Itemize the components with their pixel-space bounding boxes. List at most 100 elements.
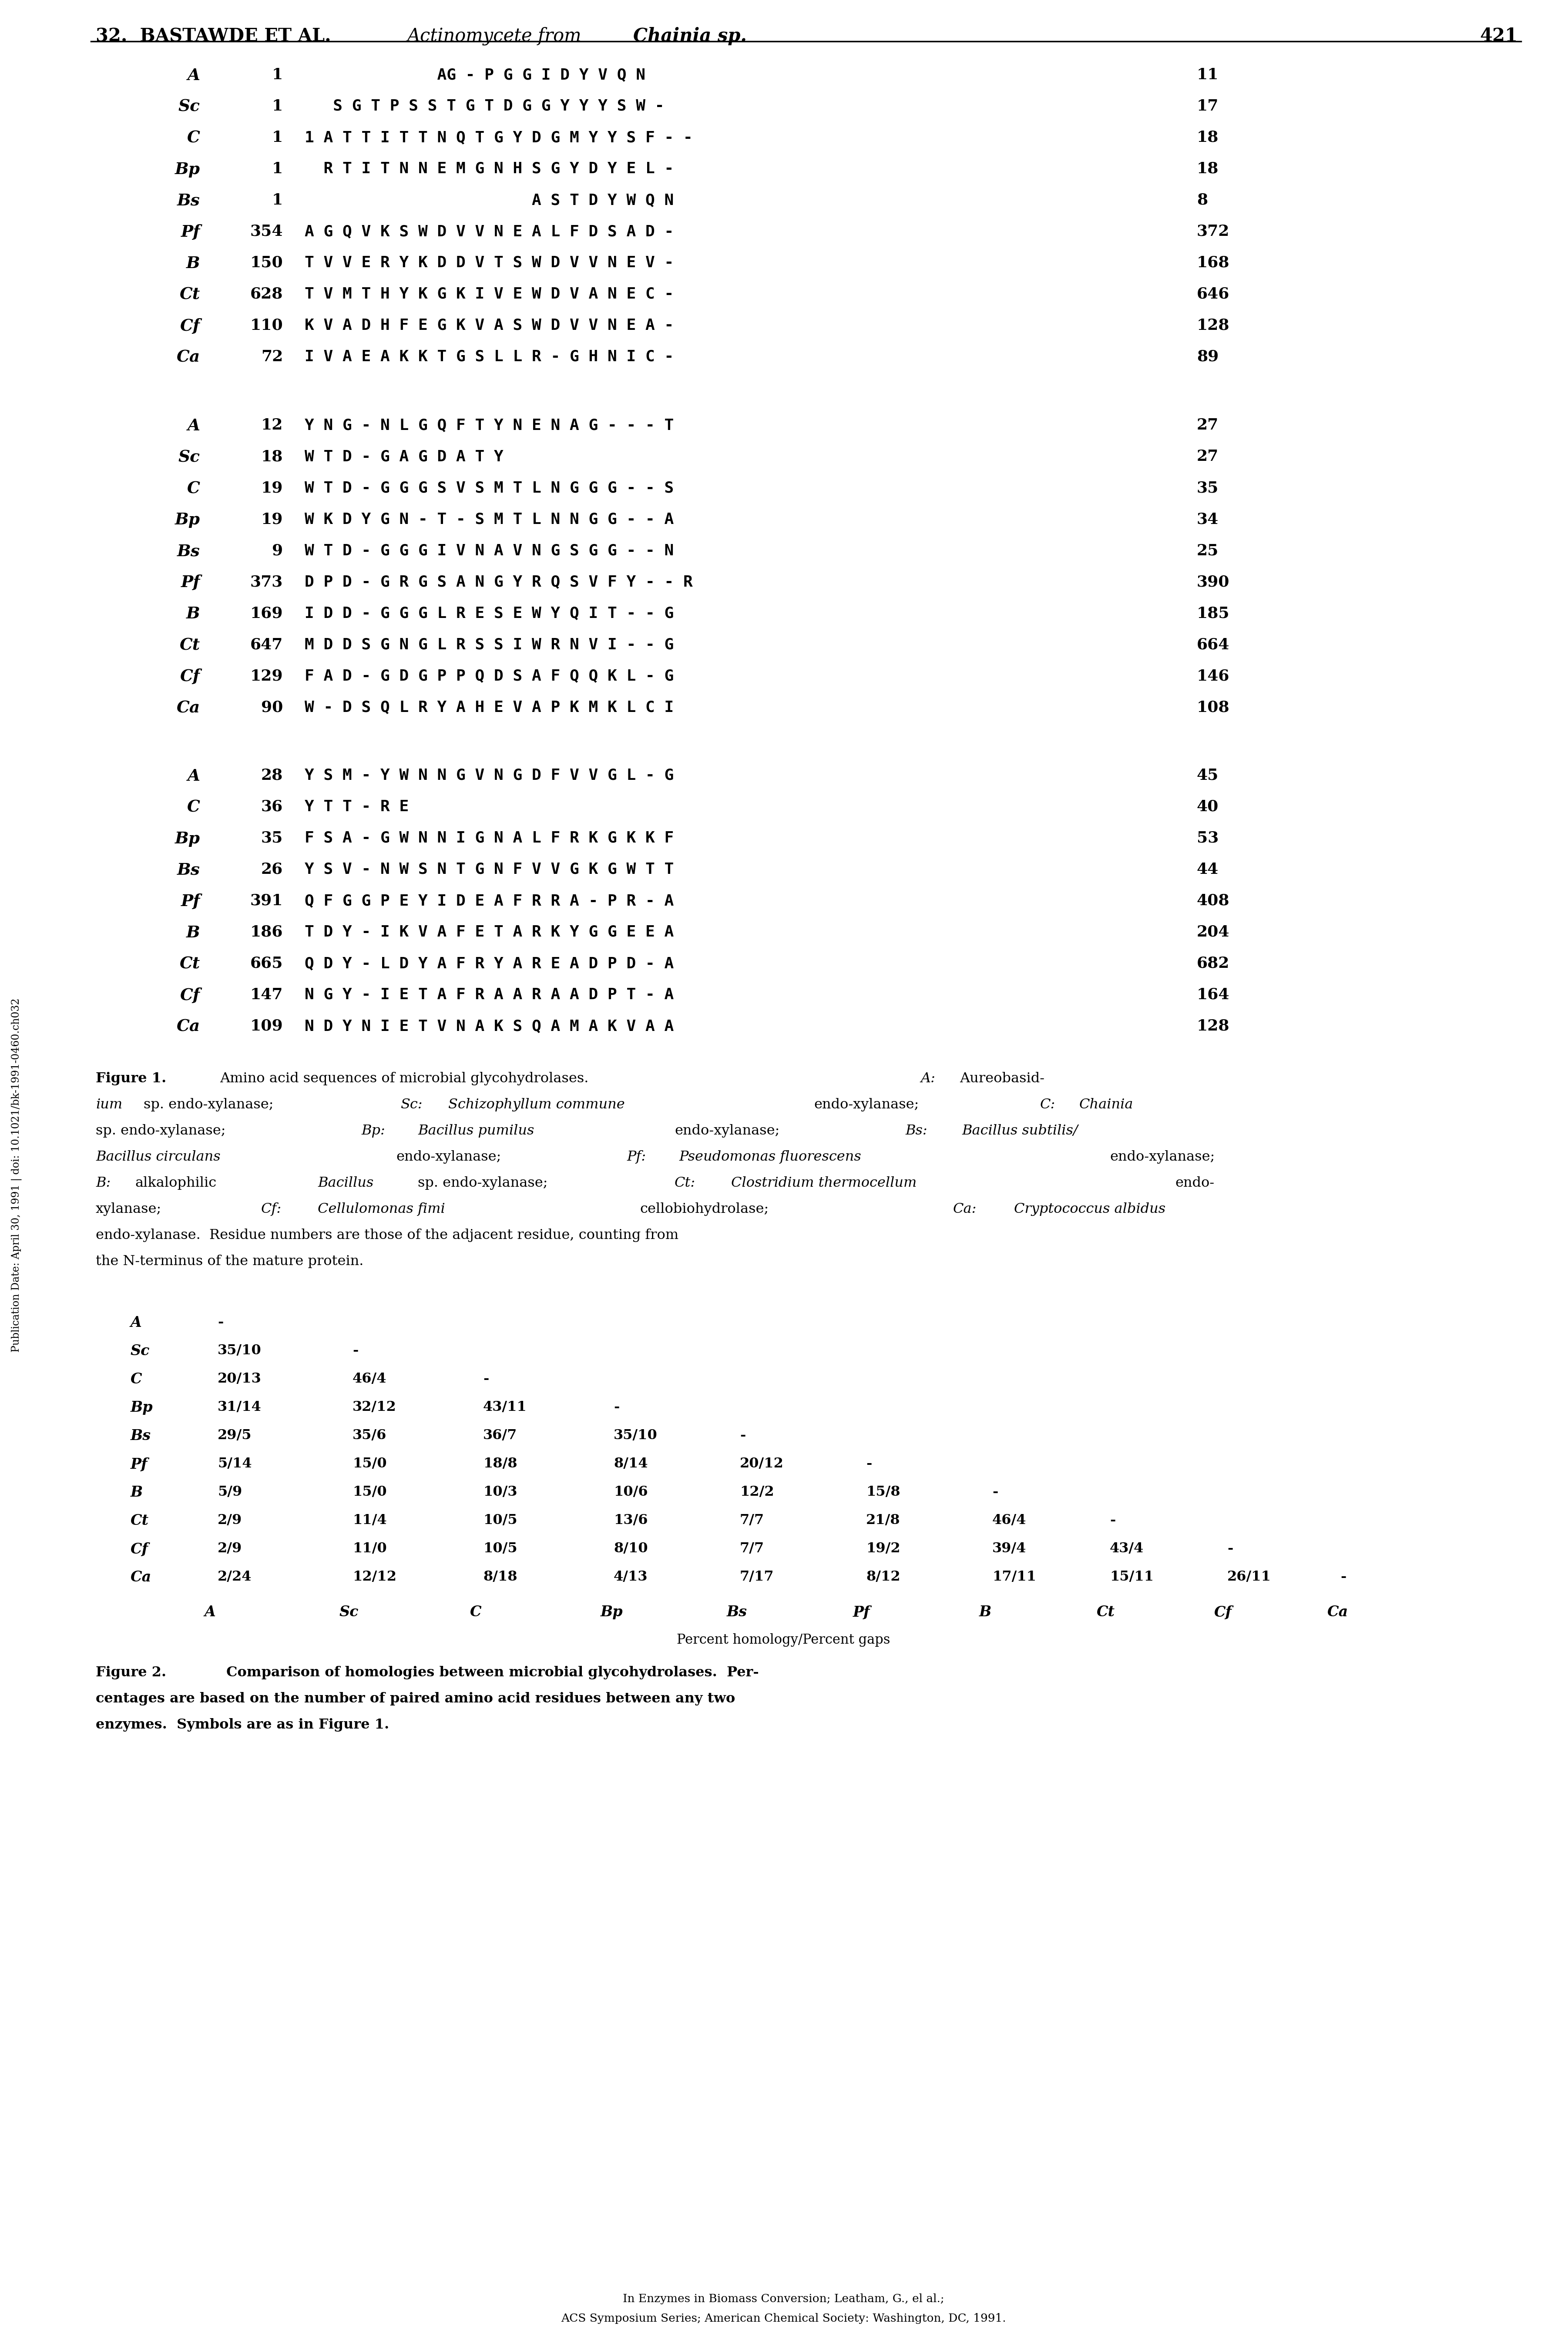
Text: 108: 108 — [1196, 700, 1229, 714]
Text: Bp:: Bp: — [361, 1123, 386, 1137]
Text: 44: 44 — [1196, 862, 1218, 877]
Text: 35/10: 35/10 — [613, 1429, 657, 1443]
Text: Ca: Ca — [1328, 1605, 1348, 1619]
Text: Bacillus pumilus: Bacillus pumilus — [417, 1123, 535, 1137]
Text: 45: 45 — [1196, 768, 1218, 783]
Text: Bp: Bp — [176, 162, 201, 179]
Text: 43/4: 43/4 — [1110, 1542, 1143, 1556]
Text: Cellulomonas fimi: Cellulomonas fimi — [318, 1203, 445, 1215]
Text: Ct:: Ct: — [674, 1177, 696, 1189]
Text: W T D - G G G I V N A V N G S G G - - N: W T D - G G G I V N A V N G S G G - - N — [304, 543, 674, 557]
Text: B: B — [130, 1485, 143, 1499]
Text: W - D S Q L R Y A H E V A P K M K L C I: W - D S Q L R Y A H E V A P K M K L C I — [304, 700, 674, 714]
Text: A: A — [204, 1605, 216, 1619]
Text: 46/4: 46/4 — [353, 1372, 387, 1386]
Text: 128: 128 — [1196, 1020, 1229, 1034]
Text: 8/14: 8/14 — [613, 1457, 648, 1471]
Text: Y S V - N W S N T G N F V V G K G W T T: Y S V - N W S N T G N F V V G K G W T T — [304, 862, 674, 877]
Text: M D D S G N G L R S S I W R N V I - - G: M D D S G N G L R S S I W R N V I - - G — [304, 637, 674, 651]
Text: 27: 27 — [1196, 418, 1218, 432]
Text: Comparison of homologies between microbial glycohydrolases.  Per-: Comparison of homologies between microbi… — [226, 1666, 759, 1680]
Text: A:: A: — [920, 1072, 935, 1086]
Text: Q D Y - L D Y A F R Y A R E A D P D - A: Q D Y - L D Y A F R Y A R E A D P D - A — [304, 956, 674, 971]
Text: the N-terminus of the mature protein.: the N-terminus of the mature protein. — [96, 1255, 364, 1269]
Text: Publication Date: April 30, 1991 | doi: 10.1021/bk-1991-0460.ch032: Publication Date: April 30, 1991 | doi: … — [11, 999, 22, 1351]
Text: 421: 421 — [1480, 26, 1518, 45]
Text: AG - P G G I D Y V Q N: AG - P G G I D Y V Q N — [304, 68, 646, 82]
Text: 10/5: 10/5 — [483, 1542, 517, 1556]
Text: 169: 169 — [249, 606, 282, 620]
Text: 682: 682 — [1196, 956, 1229, 971]
Text: Sc: Sc — [179, 99, 201, 115]
Text: 168: 168 — [1196, 256, 1229, 270]
Text: 20/12: 20/12 — [740, 1457, 784, 1471]
Text: 15/0: 15/0 — [353, 1485, 387, 1499]
Text: T D Y - I K V A F E T A R K Y G G E E A: T D Y - I K V A F E T A R K Y G G E E A — [304, 926, 674, 940]
Text: N G Y - I E T A F R A A R A A D P T - A: N G Y - I E T A F R A A R A A D P T - A — [304, 987, 674, 1001]
Text: Schizophyllum commune: Schizophyllum commune — [448, 1097, 624, 1112]
Text: 36: 36 — [260, 799, 282, 813]
Text: Ca: Ca — [177, 350, 201, 367]
Text: -: - — [866, 1457, 872, 1471]
Text: 354: 354 — [249, 223, 282, 240]
Text: 11/0: 11/0 — [353, 1542, 387, 1556]
Text: sp. endo-xylanase;: sp. endo-xylanase; — [96, 1123, 226, 1137]
Text: Ca: Ca — [130, 1570, 152, 1584]
Text: W T D - G G G S V S M T L N G G G - - S: W T D - G G G S V S M T L N G G G - - S — [304, 479, 674, 496]
Text: 20/13: 20/13 — [218, 1372, 262, 1386]
Text: Cf: Cf — [180, 987, 201, 1003]
Text: 53: 53 — [1196, 832, 1218, 846]
Text: 186: 186 — [249, 926, 282, 940]
Text: -: - — [1110, 1513, 1115, 1528]
Text: Ca: Ca — [177, 700, 201, 717]
Text: Pf:: Pf: — [627, 1149, 646, 1163]
Text: 72: 72 — [260, 350, 282, 364]
Text: endo-xylanase;: endo-xylanase; — [1110, 1149, 1215, 1163]
Text: 1: 1 — [271, 68, 282, 82]
Text: sp. endo-xylanase;: sp. endo-xylanase; — [144, 1097, 273, 1112]
Text: Bp: Bp — [130, 1401, 154, 1415]
Text: Sc: Sc — [179, 449, 201, 465]
Text: R T I T N N E M G N H S G Y D Y E L -: R T I T N N E M G N H S G Y D Y E L - — [304, 162, 674, 176]
Text: 39/4: 39/4 — [993, 1542, 1027, 1556]
Text: B:: B: — [96, 1177, 111, 1189]
Text: 8/10: 8/10 — [613, 1542, 648, 1556]
Text: Cf:: Cf: — [262, 1203, 282, 1215]
Text: 10/6: 10/6 — [613, 1485, 648, 1499]
Text: 1: 1 — [271, 162, 282, 176]
Text: 34: 34 — [1196, 512, 1218, 526]
Text: -: - — [740, 1429, 746, 1443]
Text: -: - — [1228, 1542, 1232, 1556]
Text: Bs: Bs — [177, 543, 201, 559]
Text: 19: 19 — [260, 479, 282, 496]
Text: -: - — [218, 1316, 223, 1330]
Text: 35/10: 35/10 — [218, 1344, 262, 1358]
Text: 10/3: 10/3 — [483, 1485, 517, 1499]
Text: Bp: Bp — [176, 512, 201, 529]
Text: Y N G - N L G Q F T Y N E N A G - - - T: Y N G - N L G Q F T Y N E N A G - - - T — [304, 418, 674, 432]
Text: ium: ium — [96, 1097, 122, 1112]
Text: 29/5: 29/5 — [218, 1429, 252, 1443]
Text: 35: 35 — [260, 832, 282, 846]
Text: Y S M - Y W N N G V N G D F V V G L - G: Y S M - Y W N N G V N G D F V V G L - G — [304, 768, 674, 783]
Text: 8: 8 — [1196, 193, 1207, 207]
Text: 7/17: 7/17 — [740, 1570, 775, 1584]
Text: Bacillus circulans: Bacillus circulans — [96, 1149, 221, 1163]
Text: In Enzymes in Biomass Conversion; Leatham, G., el al.;: In Enzymes in Biomass Conversion; Leatha… — [622, 2294, 944, 2305]
Text: 665: 665 — [249, 956, 282, 971]
Text: 129: 129 — [249, 667, 282, 684]
Text: -: - — [613, 1401, 619, 1415]
Text: 7/7: 7/7 — [740, 1513, 764, 1528]
Text: 9: 9 — [271, 543, 282, 557]
Text: B: B — [187, 606, 201, 623]
Text: 647: 647 — [249, 637, 282, 651]
Text: 31/14: 31/14 — [218, 1401, 262, 1415]
Text: S G T P S S T G T D G G Y Y Y S W -: S G T P S S T G T D G G Y Y Y S W - — [304, 99, 665, 113]
Text: endo-xylanase;: endo-xylanase; — [674, 1123, 779, 1137]
Text: Chainia: Chainia — [1079, 1097, 1134, 1112]
Text: A: A — [188, 68, 201, 85]
Text: 109: 109 — [249, 1020, 282, 1034]
Text: 12: 12 — [260, 418, 282, 432]
Text: Ct: Ct — [180, 956, 201, 973]
Text: alkalophilic: alkalophilic — [135, 1177, 216, 1189]
